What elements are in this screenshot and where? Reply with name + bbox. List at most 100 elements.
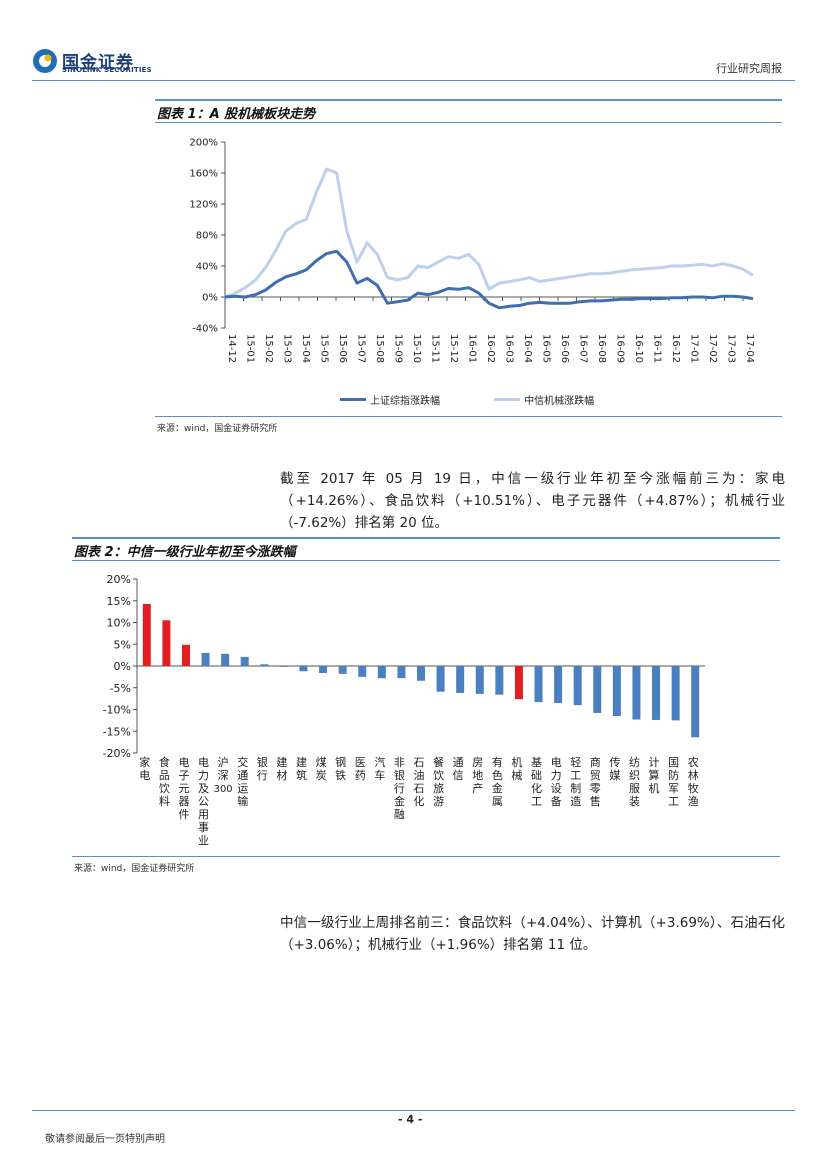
chart2-bar <box>260 664 269 666</box>
chart2-category-label: 轻工制造 <box>570 755 581 808</box>
chart2-category-label: 电力及公用事业 <box>198 756 209 847</box>
chart1-x-tick-label: 15-06 <box>337 334 348 363</box>
chart1-x-tick-label: 16-09 <box>615 334 626 363</box>
chart1-x-tick-label: 16-11 <box>652 334 663 363</box>
chart1-y-tick-label: 40% <box>196 262 218 273</box>
chart2-category-label: 沪深 300 <box>214 755 233 795</box>
chart2-category-label: 煤炭 <box>316 756 327 782</box>
figure1-title-rule <box>155 122 782 123</box>
chart2-bar <box>671 666 680 721</box>
chart1-x-tick-label: 15-09 <box>393 334 404 363</box>
chart2-category-label: 电子元器件 <box>178 756 189 821</box>
legend-swatch-shanghai <box>340 398 366 401</box>
chart1-series-line-1 <box>224 167 754 299</box>
legend-item-machinery: 中信机械涨跌幅 <box>494 389 594 408</box>
chart1-x-tick-label: 16-12 <box>670 334 681 363</box>
chart1-x-tick-label: 17-03 <box>726 334 737 363</box>
chart2-bar <box>319 666 328 673</box>
chart2-category-label: 银行 <box>257 755 268 782</box>
chart2-bar <box>475 666 484 694</box>
chart2-bar <box>495 666 504 695</box>
chart2-category-label: 餐饮旅游 <box>433 755 444 808</box>
chart1-y-tick-label: -40% <box>192 324 218 335</box>
chart2-y-tick-label: -5% <box>110 682 131 695</box>
chart2-bar <box>181 644 190 666</box>
chart2-category-label: 农林牧渔 <box>688 755 699 808</box>
chart1-x-tick-label: 17-01 <box>689 334 700 363</box>
bar-chart-industry-ytd: 20%15%10%5%0%-5%-10%-15%-20%家电食品饮料电子元器件电… <box>103 573 705 847</box>
chart1-x-tick-label: 16-06 <box>559 334 570 363</box>
chart2-y-tick-label: 15% <box>107 595 131 608</box>
chart1-x-tick-label: 15-12 <box>448 334 459 363</box>
chart1-x-tick-label: 14-12 <box>226 334 237 363</box>
chart2-category-label: 有色金属 <box>492 755 503 808</box>
chart2-bar <box>240 656 249 666</box>
chart1-x-tick-label: 15-02 <box>263 334 274 363</box>
chart2-bar <box>593 666 602 713</box>
chart2-bar <box>201 652 210 666</box>
chart1-x-tick-label: 16-04 <box>522 334 533 363</box>
chart2-category-label: 纺织服装 <box>629 755 640 808</box>
chart2-category-label: 基础化工 <box>531 756 542 808</box>
chart2-category-label: 医药 <box>355 756 366 782</box>
footer-rule <box>32 1110 795 1111</box>
page-number: - 4 - <box>398 1113 423 1126</box>
chart2-y-tick-label: 20% <box>107 573 131 586</box>
chart2-bar <box>142 603 151 666</box>
chart1-x-tick-label: 17-02 <box>707 334 718 363</box>
chart1-y-tick-label: 160% <box>189 169 218 180</box>
chart1-x-tick-label: 16-08 <box>596 334 607 363</box>
figure1-bottom-rule <box>155 416 782 417</box>
company-name-cn: 国金证券 <box>62 53 134 73</box>
company-name-en: SINOLINK SECURITIES <box>62 66 152 74</box>
chart2-bar <box>573 666 582 706</box>
chart1-x-tick-label: 15-11 <box>430 334 441 363</box>
chart2-bar <box>279 666 288 667</box>
figure2-title: 图表 2：中信一级行业年初至今涨跌幅 <box>74 545 296 560</box>
chart2-bar <box>221 653 230 666</box>
figure1-source: 来源：wind，国金证券研究所 <box>157 424 278 434</box>
chart2-bar <box>652 666 661 720</box>
chart1-legend: 上证综指涨跌幅 中信机械涨跌幅 <box>340 389 594 408</box>
chart2-bar <box>377 666 386 679</box>
legend-label-machinery: 中信机械涨跌幅 <box>524 396 595 407</box>
chart2-category-label: 钢铁 <box>335 756 346 782</box>
chart2-category-label: 家电 <box>139 755 150 782</box>
chart1-x-tick-label: 15-05 <box>319 334 330 363</box>
footer-disclaimer: 敬请参阅最后一页特别声明 <box>45 1134 165 1145</box>
legend-swatch-machinery <box>494 398 521 401</box>
chart1-x-tick-label: 16-03 <box>504 334 515 363</box>
chart2-bar <box>436 666 445 692</box>
chart1-x-tick-label: 16-10 <box>633 334 644 363</box>
chart2-y-tick-label: -15% <box>103 725 131 738</box>
chart2-bar <box>417 666 425 681</box>
chart2-bar <box>162 620 171 666</box>
chart1-x-tick-label: 15-01 <box>245 334 256 363</box>
chart1-x-tick-label: 16-07 <box>578 334 589 363</box>
paragraph-ytd-ranking: 截至 2017 年 05 月 19 日，中信一级行业年初至今涨幅前三为：家电（+… <box>280 471 785 531</box>
chart2-category-label: 房地产 <box>472 756 483 795</box>
figure2-top-rule <box>72 537 780 539</box>
chart1-series-line-0 <box>224 249 754 310</box>
line-chart-machinery: 200% 160% 120% 80% 40% 0% -40% 14-12 15-01 15-02 1… <box>189 138 755 364</box>
chart2-category-label: 建材 <box>276 755 287 782</box>
chart2-category-label: 食品饮料 <box>159 755 170 808</box>
chart1-y-tick-label: 0% <box>202 293 218 304</box>
chart2-bar <box>691 666 700 738</box>
chart2-category-label: 计算机 <box>649 756 660 795</box>
legend-item-shanghai: 上证综指涨跌幅 <box>340 389 445 408</box>
chart1-x-tick-label: 17-04 <box>744 334 755 363</box>
chart2-category-label: 非银行金融 <box>394 756 405 821</box>
chart2-bar <box>299 666 308 672</box>
chart2-category-label: 机械 <box>511 755 522 782</box>
chart2-category-label: 汽车 <box>374 755 385 782</box>
figure1-top-rule <box>155 99 782 101</box>
chart2-y-tick-label: 0% <box>114 660 131 673</box>
sinolink-logo-icon <box>33 49 57 73</box>
chart1-x-tick-label: 15-03 <box>282 334 293 363</box>
chart1-y-tick-label: 200% <box>189 138 218 149</box>
chart2-category-label: 通信 <box>453 756 464 782</box>
chart1-x-tick-label: 16-02 <box>485 334 496 363</box>
chart2-bar <box>632 666 641 720</box>
chart2-y-tick-label: -10% <box>103 704 131 717</box>
